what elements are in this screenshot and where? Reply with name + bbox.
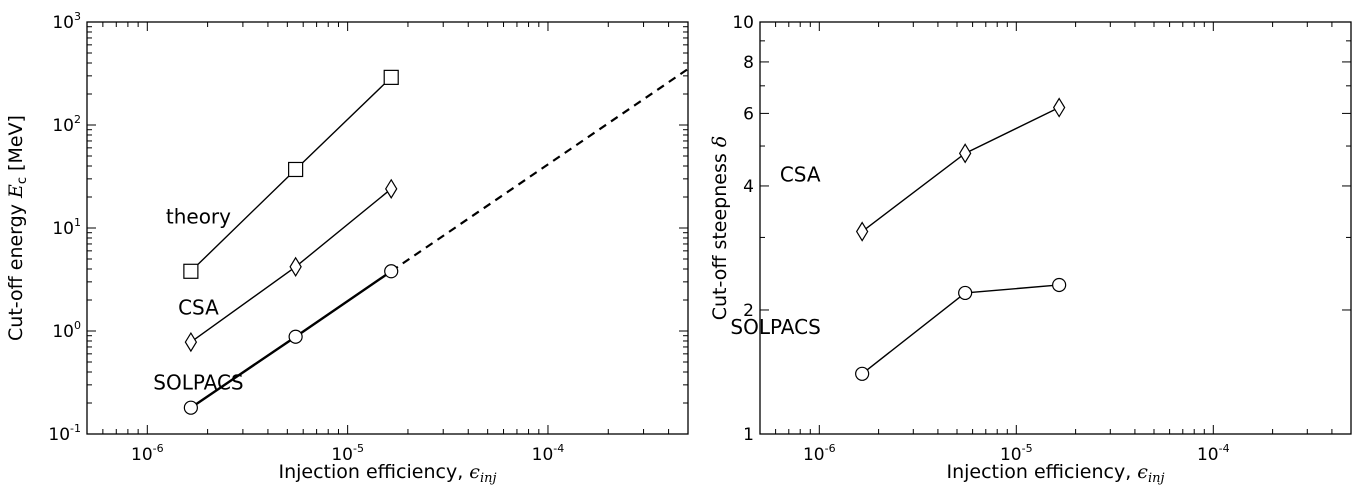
data-point bbox=[385, 178, 398, 199]
series-annotation: theory bbox=[166, 205, 231, 229]
y-axis-label: Cut-off energy Ec [MeV] bbox=[5, 115, 30, 341]
data-point bbox=[855, 366, 870, 381]
y-tick-label: 10-1 bbox=[48, 422, 81, 445]
y-tick-label: 102 bbox=[52, 113, 81, 136]
x-tick-label: 10-5 bbox=[1000, 442, 1033, 465]
y-tick-label: 10 bbox=[732, 13, 754, 33]
data-point bbox=[855, 221, 869, 242]
x-axis-label: Injection efficiency, ϵinj bbox=[947, 461, 1165, 486]
data-point bbox=[1052, 277, 1067, 293]
x-tick-label: 10-5 bbox=[331, 442, 364, 465]
y-axis-label: Cut-off steepness δ bbox=[709, 136, 731, 321]
x-tick-label: 10-6 bbox=[803, 442, 836, 465]
plot-frame bbox=[86, 21, 689, 435]
x-tick-label: 10-6 bbox=[131, 442, 164, 465]
data-point bbox=[288, 161, 304, 178]
panel-cutoff-energy: 10-6 10-5 10-4 10-1 100 101 102 103 Injection ef… bbox=[5, 10, 689, 486]
x-tick-label: 10-4 bbox=[1197, 442, 1230, 465]
y-tick-label: 6 bbox=[743, 104, 754, 124]
series-annotation: CSA bbox=[780, 163, 821, 187]
y-tick-label: 4 bbox=[743, 177, 754, 197]
data-point bbox=[383, 69, 399, 85]
series-csa bbox=[855, 97, 1066, 242]
series-csa bbox=[184, 178, 398, 353]
series-annotation: SOLPACS bbox=[153, 371, 243, 395]
series-line bbox=[861, 106, 1060, 233]
x-axis-label: Injection efficiency, ϵinj bbox=[279, 461, 497, 486]
y-tick-label: 2 bbox=[743, 301, 754, 321]
data-point bbox=[958, 143, 972, 164]
plot-frame bbox=[759, 21, 1352, 435]
data-point bbox=[1052, 97, 1066, 118]
series-solpacs bbox=[183, 264, 399, 415]
data-point bbox=[384, 264, 399, 279]
series-theory bbox=[183, 69, 399, 279]
series-solpacs bbox=[855, 277, 1067, 381]
x-tick-label: 10-4 bbox=[532, 442, 565, 465]
series-annotation: SOLPACS bbox=[730, 315, 820, 339]
y-tick-label: 103 bbox=[52, 10, 81, 33]
y-tick-label: 1 bbox=[743, 425, 754, 445]
y-tick-label: 101 bbox=[52, 216, 81, 239]
extrapolation-line bbox=[390, 68, 689, 273]
panel-cutoff-steepness: 10-6 10-5 10-4 1 2 4 6 8 10 Injection efficiency,… bbox=[709, 13, 1352, 486]
data-point bbox=[183, 400, 198, 415]
data-point bbox=[289, 256, 302, 277]
y-tick-label: 8 bbox=[743, 53, 754, 73]
data-point bbox=[183, 263, 199, 279]
data-point bbox=[958, 285, 973, 301]
data-point bbox=[184, 331, 198, 353]
y-tick-label: 100 bbox=[52, 319, 81, 342]
series-annotation: CSA bbox=[178, 295, 219, 319]
data-point bbox=[288, 329, 303, 344]
